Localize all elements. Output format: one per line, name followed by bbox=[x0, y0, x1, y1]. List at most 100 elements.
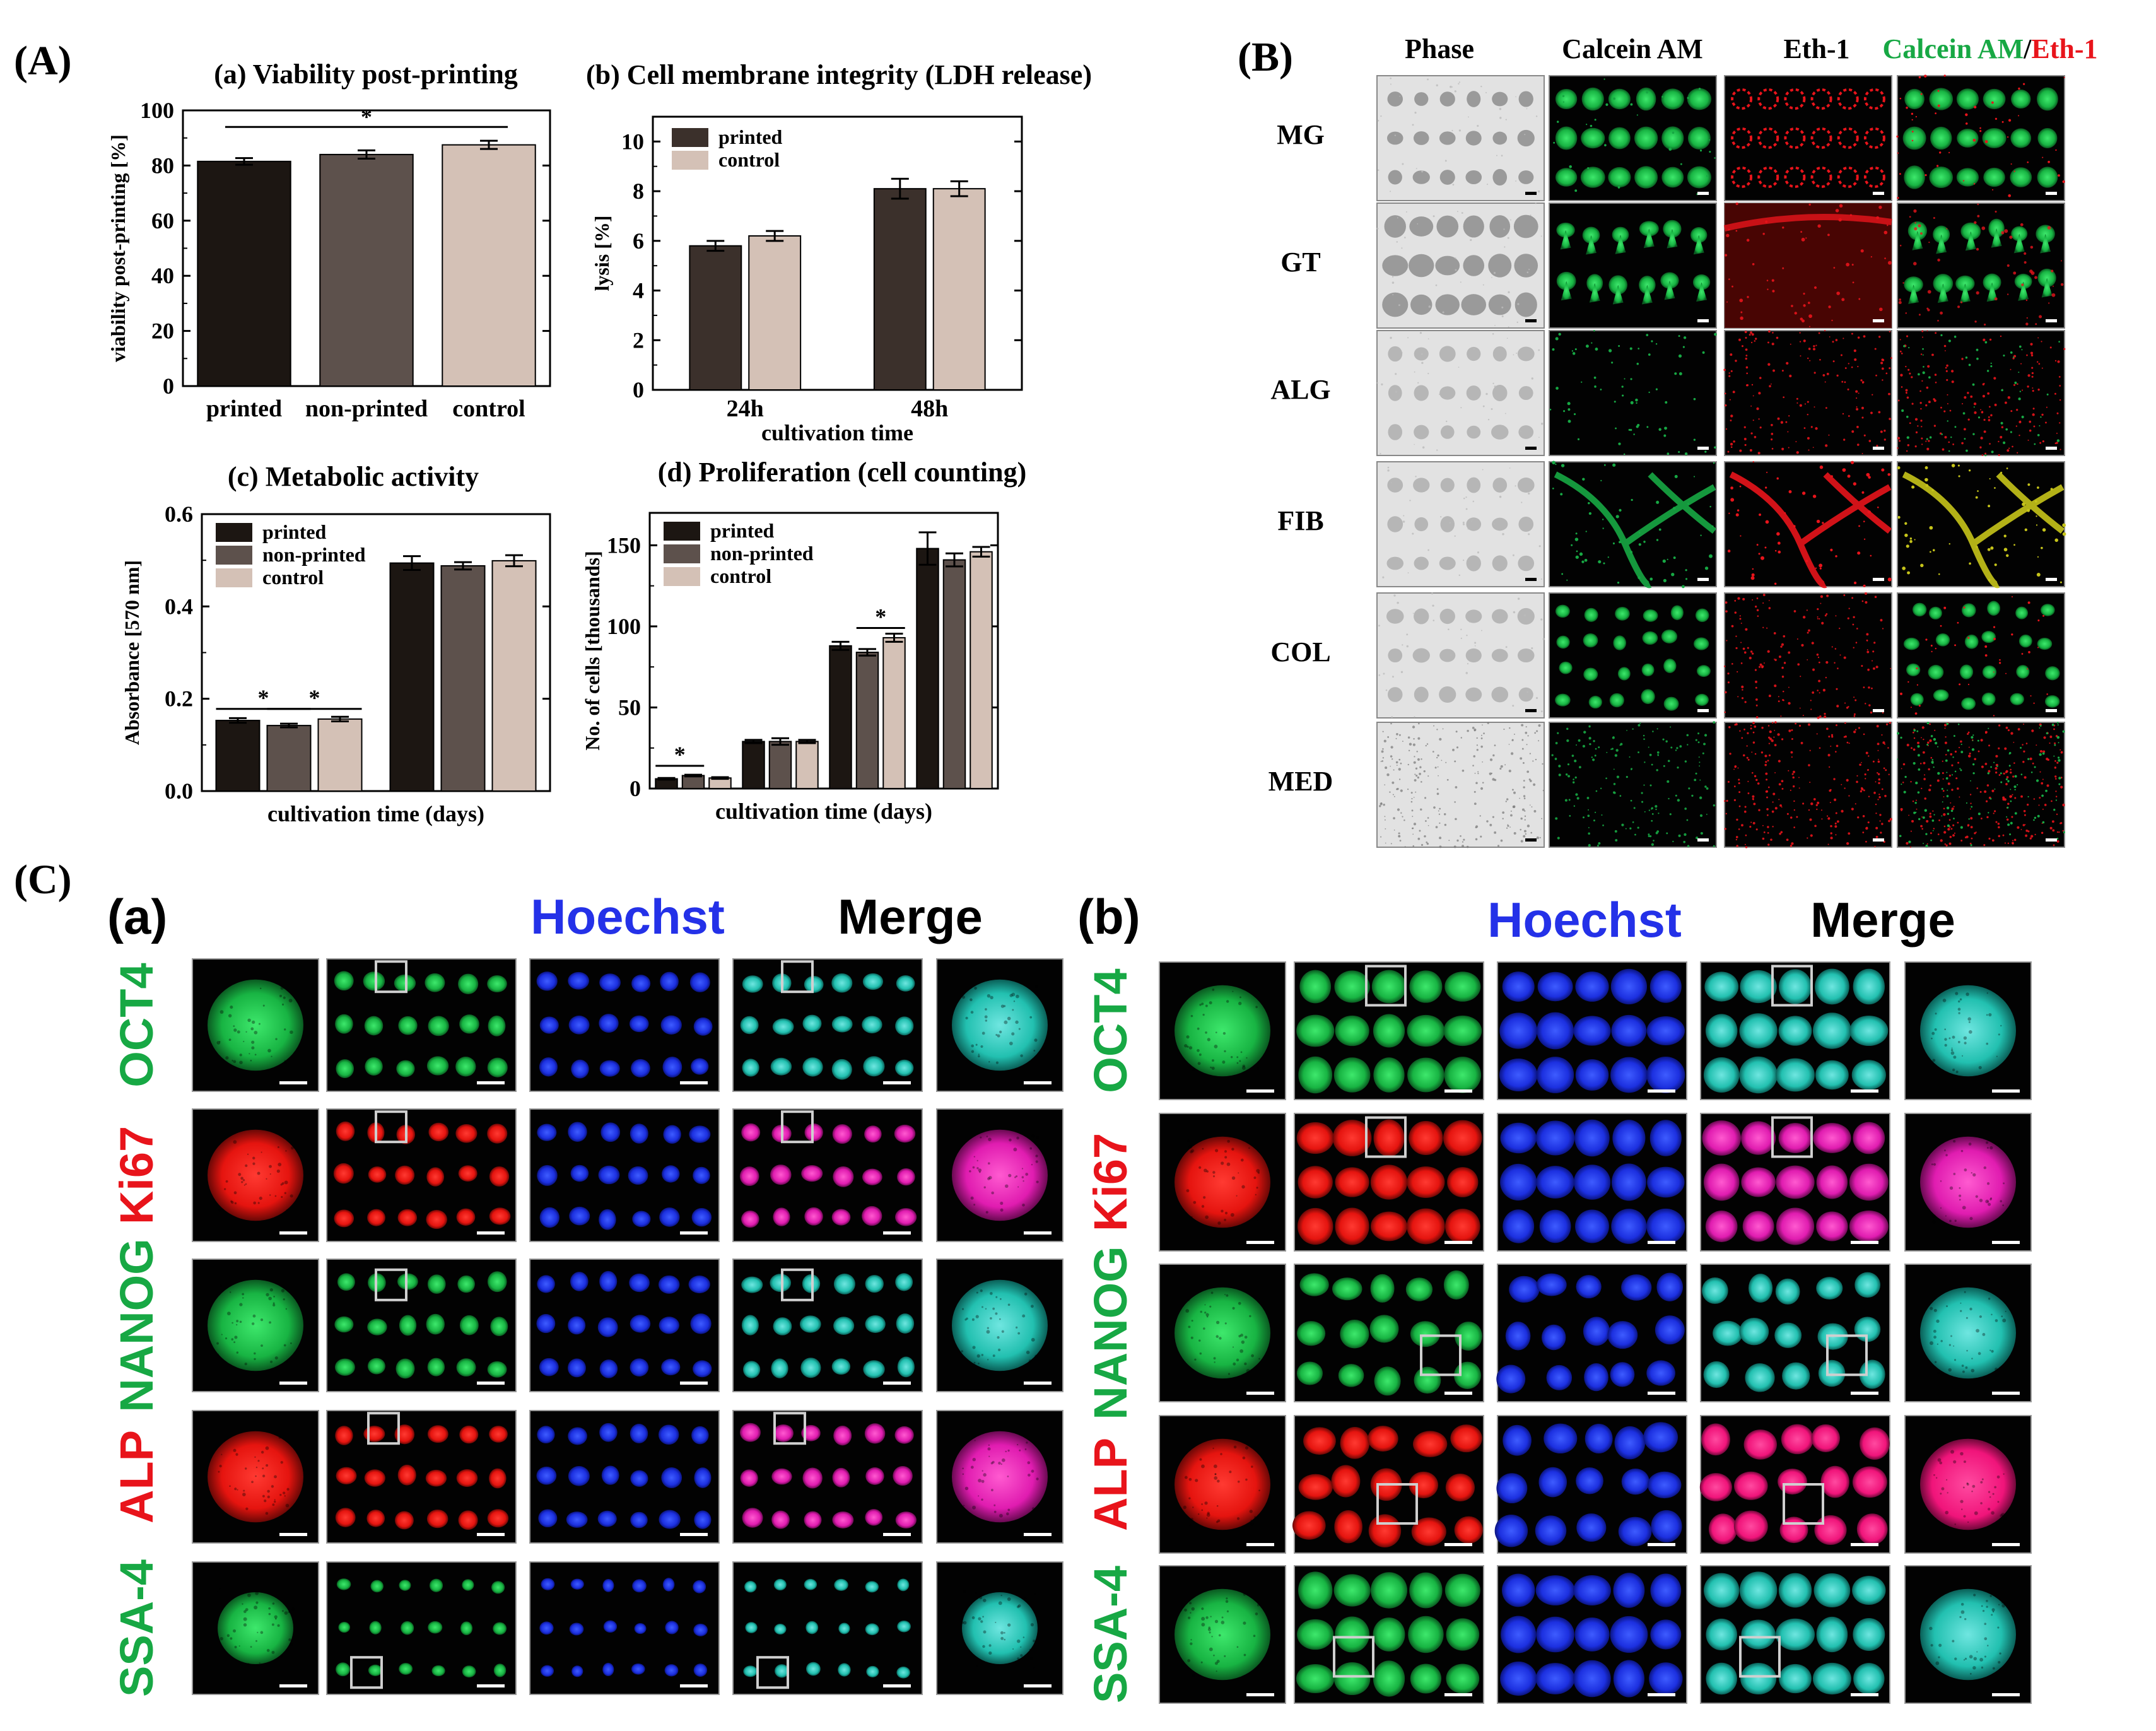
speckle bbox=[2013, 838, 2017, 842]
speckle bbox=[1466, 634, 1468, 637]
speckle bbox=[1751, 333, 1754, 336]
scale-bar bbox=[1024, 1231, 1052, 1235]
speckle bbox=[1944, 843, 1946, 845]
speckle bbox=[1573, 413, 1576, 416]
speckle bbox=[245, 1467, 247, 1470]
speckle bbox=[1506, 337, 1508, 339]
speckle bbox=[2042, 440, 2044, 443]
speckle bbox=[1841, 380, 1844, 383]
speckle bbox=[1492, 816, 1494, 818]
speckle bbox=[1871, 687, 1873, 689]
speckle bbox=[1432, 619, 1435, 621]
speckle bbox=[1918, 768, 1921, 771]
speckle bbox=[1822, 688, 1826, 692]
micrograph-sub_b-ki67-3 bbox=[1700, 1113, 1890, 1252]
speckle bbox=[1755, 716, 1759, 719]
speckle bbox=[1936, 165, 1939, 167]
speckle bbox=[1879, 814, 1882, 816]
speckle bbox=[1022, 1314, 1026, 1318]
bar-non-printed bbox=[681, 775, 705, 790]
speckle bbox=[1713, 462, 1715, 464]
speckle bbox=[2035, 323, 2037, 326]
spheroid bbox=[1388, 648, 1403, 663]
speckle bbox=[1947, 813, 1950, 815]
speckle bbox=[1577, 438, 1580, 440]
speckle bbox=[1029, 1648, 1031, 1651]
speckle bbox=[1241, 1066, 1246, 1070]
speckle bbox=[1786, 838, 1789, 842]
speckle bbox=[1480, 835, 1482, 838]
speckle bbox=[1969, 808, 1971, 810]
speckle bbox=[2007, 293, 2009, 295]
speckle bbox=[1588, 809, 1590, 811]
speckle bbox=[1983, 430, 1986, 433]
spheroid bbox=[634, 1623, 647, 1634]
speckle bbox=[2022, 389, 2024, 391]
speckle bbox=[1752, 741, 1755, 744]
speckle bbox=[2005, 783, 2008, 785]
spheroid bbox=[366, 1510, 385, 1527]
speckle bbox=[245, 1608, 249, 1612]
speckle bbox=[1613, 783, 1616, 785]
speckle bbox=[262, 1467, 264, 1470]
speckle bbox=[1791, 738, 1793, 740]
speckle bbox=[981, 1031, 985, 1035]
speckle bbox=[1618, 442, 1621, 445]
speckle bbox=[1918, 818, 1921, 821]
speckle bbox=[230, 1637, 233, 1640]
speckle bbox=[1943, 813, 1946, 816]
speckle bbox=[1491, 408, 1493, 410]
speckle bbox=[1745, 366, 1749, 369]
speckle bbox=[1466, 845, 1469, 848]
spheroid-tail bbox=[2041, 278, 2053, 298]
speckle bbox=[1965, 122, 1968, 125]
speckle bbox=[1937, 1458, 1942, 1462]
speckle bbox=[2023, 809, 2026, 813]
legend-swatch-non-printed bbox=[664, 544, 700, 563]
spheroid bbox=[1535, 1120, 1575, 1156]
speckle bbox=[1411, 809, 1414, 812]
speckle bbox=[1904, 533, 1908, 537]
spheroid bbox=[429, 1578, 443, 1592]
micrograph-background bbox=[1549, 722, 1717, 848]
speckle bbox=[1649, 577, 1653, 581]
speckle bbox=[978, 1363, 980, 1364]
speckle bbox=[1842, 468, 1846, 472]
speckle bbox=[219, 1588, 221, 1590]
spheroid bbox=[1706, 1618, 1737, 1651]
speckle bbox=[1948, 774, 1951, 777]
spheroid bbox=[1701, 1277, 1728, 1304]
speckle bbox=[2005, 778, 2008, 780]
speckle bbox=[1990, 414, 1993, 416]
speckle bbox=[1947, 789, 1948, 791]
speckle bbox=[1899, 350, 1902, 353]
spheroid bbox=[628, 1166, 648, 1185]
spheroid bbox=[1611, 1209, 1647, 1244]
spheroid bbox=[1466, 517, 1482, 531]
speckle bbox=[1993, 626, 1996, 628]
spheroid bbox=[536, 971, 558, 991]
speckle bbox=[1781, 666, 1784, 669]
speckle bbox=[1987, 1200, 1989, 1202]
speckle bbox=[1913, 262, 1917, 266]
error-bar bbox=[711, 776, 729, 780]
speckle bbox=[1742, 647, 1745, 650]
speckle bbox=[1532, 760, 1534, 762]
speckle bbox=[999, 1318, 1001, 1320]
speckle bbox=[981, 1470, 983, 1472]
speckle bbox=[291, 1146, 294, 1150]
speckle bbox=[1950, 1335, 1952, 1337]
speckle bbox=[1198, 1053, 1202, 1056]
y-tick-label: 80 bbox=[151, 153, 174, 178]
legend-swatch-control bbox=[664, 567, 700, 586]
speckle bbox=[1427, 373, 1429, 375]
spheroid bbox=[630, 1315, 651, 1333]
speckle bbox=[1749, 826, 1752, 828]
speckle bbox=[2058, 777, 2061, 780]
speckle bbox=[1866, 640, 1868, 642]
speckle bbox=[1766, 279, 1769, 281]
spheroid bbox=[802, 1274, 821, 1293]
spheroid bbox=[1386, 609, 1404, 624]
spheroid bbox=[1382, 292, 1409, 317]
speckle bbox=[1984, 645, 1988, 648]
